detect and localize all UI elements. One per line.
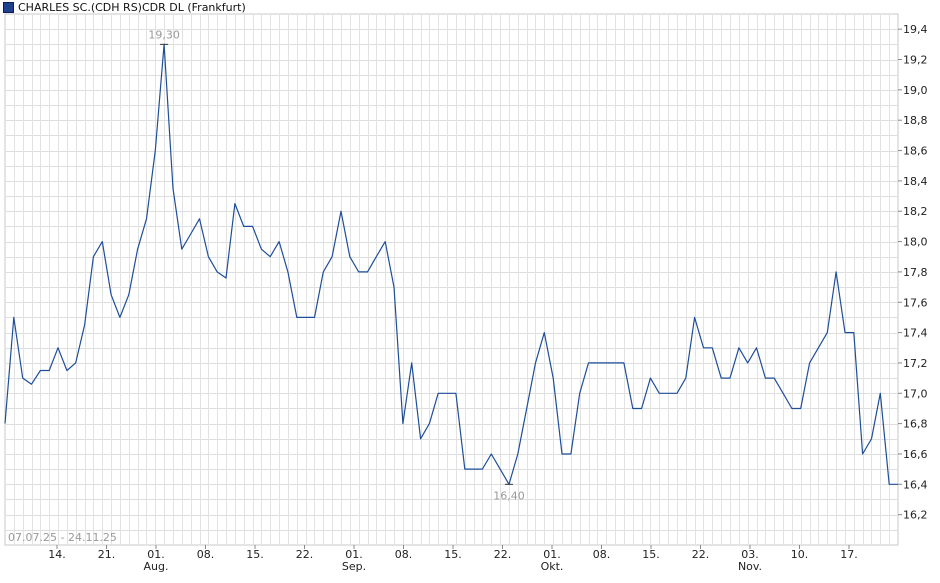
x-tick-label: 08. bbox=[593, 548, 611, 561]
high-label: 19,30 bbox=[148, 28, 180, 41]
plot-area bbox=[4, 13, 899, 546]
x-tick-label: 08. bbox=[197, 548, 215, 561]
x-tick-label: 01. bbox=[543, 548, 561, 561]
low-label: 16,40 bbox=[493, 489, 525, 502]
x-tick-label: 15. bbox=[246, 548, 264, 561]
x-tick-label: 22. bbox=[296, 548, 314, 561]
x-tick-label: 21. bbox=[98, 548, 116, 561]
y-tick-label: 19,0 bbox=[903, 84, 928, 97]
x-tick-label: 08. bbox=[395, 548, 413, 561]
x-tick-label: 15. bbox=[444, 548, 462, 561]
y-tick-label: 18,0 bbox=[903, 236, 928, 249]
x-tick-label: 17. bbox=[840, 548, 858, 561]
x-month-label: Sep. bbox=[342, 560, 366, 573]
y-tick-label: 17,0 bbox=[903, 387, 928, 400]
legend-swatch bbox=[3, 1, 14, 13]
y-tick-label: 18,2 bbox=[903, 205, 928, 218]
x-tick-label: 01. bbox=[345, 548, 363, 561]
price-line bbox=[4, 43, 898, 485]
y-tick-label: 17,6 bbox=[903, 296, 928, 309]
x-month-label: Nov. bbox=[738, 560, 762, 573]
y-tick-label: 18,8 bbox=[903, 114, 928, 127]
y-tick-label: 16,2 bbox=[903, 509, 928, 522]
x-tick-label: 01. bbox=[147, 548, 165, 561]
x-tick-label: 03. bbox=[741, 548, 759, 561]
x-month-label: Okt. bbox=[541, 560, 564, 573]
y-tick-label: 16,8 bbox=[903, 418, 928, 431]
y-tick-label: 17,2 bbox=[903, 357, 928, 370]
y-tick-label: 16,4 bbox=[903, 478, 928, 491]
x-tick-label: 10. bbox=[791, 548, 809, 561]
y-tick-label: 16,6 bbox=[903, 448, 928, 461]
y-tick-label: 17,8 bbox=[903, 266, 928, 279]
chart-title: CHARLES SC.(CDH RS)CDR DL (Frankfurt) bbox=[18, 0, 246, 14]
y-tick-label: 18,4 bbox=[903, 175, 928, 188]
x-tick-label: 14. bbox=[48, 548, 66, 561]
x-month-label: Aug. bbox=[144, 560, 169, 573]
x-tick-label: 22. bbox=[692, 548, 710, 561]
y-tick-label: 17,4 bbox=[903, 327, 928, 340]
y-tick-label: 19,4 bbox=[903, 23, 928, 36]
x-tick-label: 15. bbox=[642, 548, 660, 561]
y-tick-label: 19,2 bbox=[903, 54, 928, 67]
date-range-label: 07.07.25 - 24.11.25 bbox=[8, 531, 117, 544]
legend: CHARLES SC.(CDH RS)CDR DL (Frankfurt) bbox=[3, 0, 246, 14]
x-tick-label: 22. bbox=[494, 548, 512, 561]
y-tick-label: 18,6 bbox=[903, 145, 928, 158]
